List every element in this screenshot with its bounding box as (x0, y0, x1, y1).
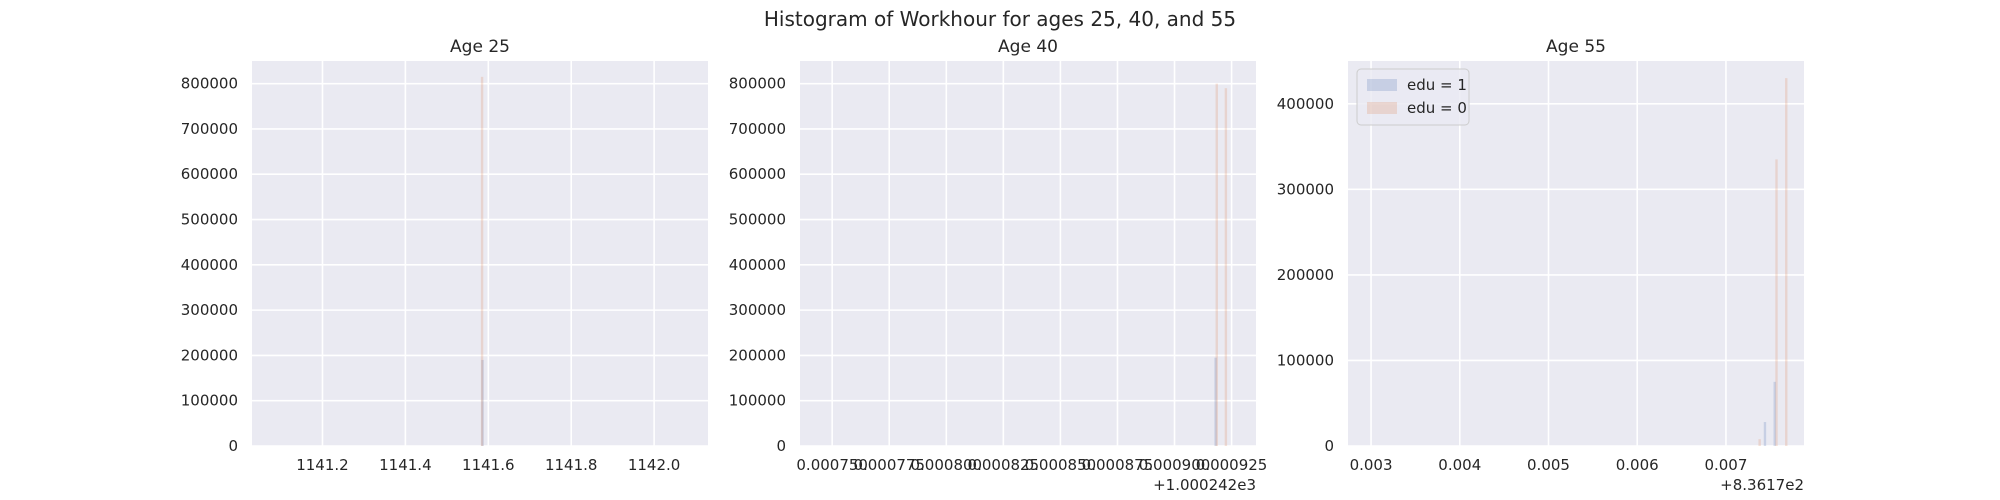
y-tick-label: 100000 (1277, 351, 1334, 369)
y-tick-label: 0 (776, 437, 786, 455)
y-tick-label: 0 (228, 437, 238, 455)
x-tick-label: 0.000775 (853, 456, 925, 474)
y-tick-label: 0 (1324, 437, 1334, 455)
x-offset-label: +1.000242e3 (1153, 476, 1256, 494)
x-tick-label: 1142.0 (628, 456, 681, 474)
x-tick-label: 0.000750 (796, 456, 868, 474)
x-tick-label: 0.000825 (968, 456, 1040, 474)
histogram-bar (1224, 88, 1228, 447)
x-tick-label: 1141.6 (462, 456, 515, 474)
legend-swatch (1367, 79, 1397, 91)
y-tick-label: 800000 (729, 75, 786, 93)
legend-frame (1356, 68, 1470, 126)
x-offset-label: +8.3617e2 (1720, 476, 1804, 494)
x-tick-label: 1141.8 (545, 456, 598, 474)
panel-2: Age 400.0007500.0007750.0008000.0008250.… (729, 37, 1268, 494)
y-tick-label: 600000 (181, 165, 238, 183)
x-tick-label: 0.000850 (1025, 456, 1097, 474)
x-tick-label: 0.000900 (1139, 456, 1211, 474)
y-tick-label: 400000 (1277, 95, 1334, 113)
histogram-bar (1758, 439, 1761, 446)
y-tick-label: 300000 (729, 301, 786, 319)
y-tick-label: 300000 (181, 301, 238, 319)
histogram-bar (480, 76, 484, 447)
x-tick-label: 0.007 (1704, 456, 1747, 474)
x-tick-label: 1141.2 (296, 456, 349, 474)
y-tick-label: 600000 (729, 165, 786, 183)
figure-title: Histogram of Workhour for ages 25, 40, a… (764, 7, 1236, 31)
x-tick-label: 0.006 (1616, 456, 1659, 474)
y-tick-label: 300000 (1277, 180, 1334, 198)
histogram-bar (481, 359, 484, 446)
legend-entry: edu = 1 (1407, 76, 1467, 94)
x-tick-label: 0.000875 (1082, 456, 1154, 474)
y-tick-label: 500000 (181, 211, 238, 229)
panel-3: Age 55 0.003 0.004 0.005 0.006 0.007 0 100000 20… (1277, 37, 1804, 494)
x-tick-label: 0.000800 (911, 456, 983, 474)
plot-area (800, 61, 1256, 446)
histogram-bar (1763, 422, 1767, 446)
histogram-bar (1775, 159, 1778, 446)
x-tick-label: 0.000925 (1196, 456, 1268, 474)
x-tick-label: 0.005 (1527, 456, 1570, 474)
y-tick-label: 400000 (729, 256, 786, 274)
y-tick-label: 200000 (1277, 266, 1334, 284)
y-tick-label: 700000 (729, 120, 786, 138)
y-tick-label: 100000 (181, 392, 238, 410)
x-tick-label: 0.004 (1438, 456, 1481, 474)
y-tick-label: 400000 (181, 256, 238, 274)
y-tick-label: 700000 (181, 120, 238, 138)
y-tick-label: 200000 (181, 346, 238, 364)
y-tick-label: 100000 (729, 392, 786, 410)
y-tick-label: 200000 (729, 346, 786, 364)
histogram-bar (1214, 357, 1217, 446)
panel-title: Age 55 (1546, 37, 1606, 57)
x-tick-label: 0.003 (1350, 456, 1393, 474)
histogram-bar (1785, 78, 1788, 446)
plot-area (252, 61, 708, 446)
panel-title: Age 40 (998, 37, 1058, 57)
histogram-bar (1215, 83, 1218, 446)
x-tick-label: 1141.4 (379, 456, 432, 474)
panel-title: Age 25 (450, 37, 510, 57)
legend-swatch (1367, 102, 1397, 114)
panel-1: Age 25 1141.2 1141.4 1141.6 1141.8 1142.0 0 100… (181, 37, 708, 474)
y-tick-label: 800000 (181, 75, 238, 93)
histogram-bar (1773, 381, 1776, 446)
legend: edu = 1 edu = 0 (1356, 68, 1470, 126)
legend-entry: edu = 0 (1407, 99, 1467, 117)
y-tick-label: 500000 (729, 211, 786, 229)
